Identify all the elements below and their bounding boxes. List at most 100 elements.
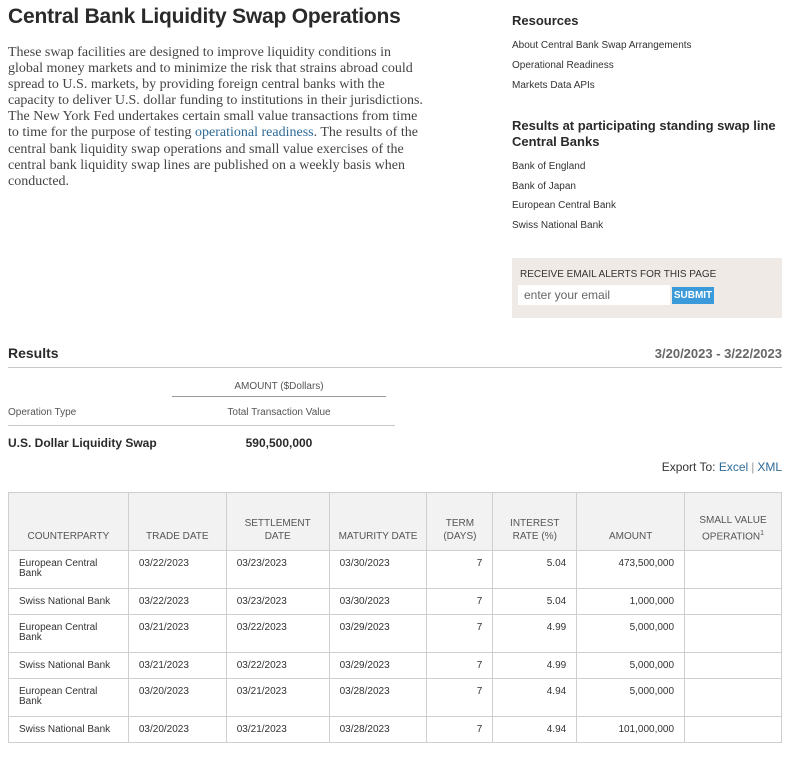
cell-maturity-date: 03/28/2023 — [328, 716, 428, 743]
cell-maturity-date: 03/29/2023 — [328, 652, 428, 679]
cell-interest-rate: 4.94 — [492, 716, 578, 743]
cell-settlement-date: 03/22/2023 — [225, 652, 330, 679]
cell-settlement-date: 03/23/2023 — [225, 550, 330, 589]
cell-term: 7 — [426, 652, 494, 679]
operation-name: U.S. Dollar Liquidity Swap — [8, 436, 157, 450]
total-transaction-value-label: Total Transaction Value — [227, 407, 331, 418]
resource-link-swap-arrangements[interactable]: About Central Bank Swap Arrangements — [512, 40, 692, 51]
email-input[interactable] — [518, 285, 670, 305]
table-header-row: COUNTERPARTY TRADE DATE SETTLEMENT DATE … — [8, 492, 782, 551]
cell-maturity-date: 03/30/2023 — [328, 588, 428, 615]
results-divider — [8, 367, 782, 368]
cell-amount: 1,000,000 — [576, 588, 686, 615]
date-range: 3/20/2023 - 3/22/2023 — [654, 346, 782, 361]
cell-term: 7 — [426, 550, 494, 589]
operations-table: COUNTERPARTY TRADE DATE SETTLEMENT DATE … — [8, 492, 782, 743]
cell-small-value — [684, 550, 782, 589]
export-label: Export To: — [661, 460, 716, 474]
table-row: Swiss National Bank 03/21/2023 03/22/2023 0… — [8, 652, 782, 679]
email-submit-button[interactable]: SUBMIT — [672, 287, 714, 304]
cell-counterparty: European Central Bank — [8, 678, 129, 717]
bank-link-england[interactable]: Bank of England — [512, 161, 586, 172]
col-header-settlement-date: SETTLEMENT DATE — [225, 492, 330, 551]
cell-counterparty: European Central Bank — [8, 614, 129, 653]
participating-banks-title: Results at participating standing swap l… — [512, 118, 776, 149]
table-row: Swiss National Bank 03/20/2023 03/21/2023 0… — [8, 716, 782, 743]
cell-small-value — [684, 716, 782, 743]
email-alert-box: RECEIVE EMAIL ALERTS FOR THIS PAGE SUBMI… — [512, 258, 782, 318]
cell-small-value — [684, 678, 782, 717]
col-header-trade-date: TRADE DATE — [127, 492, 227, 551]
table-body: European Central Bank 03/22/2023 03/23/202… — [8, 550, 782, 743]
intro-text-end: . The results of the central bank liquid… — [8, 125, 418, 189]
col-header-counterparty: COUNTERPARTY — [8, 492, 129, 551]
cell-counterparty: European Central Bank — [8, 550, 129, 589]
cell-interest-rate: 4.99 — [492, 652, 578, 679]
col-header-maturity-date: MATURITY DATE — [328, 492, 428, 551]
intro-paragraph: These swap facilities are designed to im… — [8, 45, 428, 190]
cell-amount: 5,000,000 — [576, 678, 686, 717]
footnote-mark: 1 — [760, 529, 765, 537]
cell-trade-date: 03/21/2023 — [127, 614, 227, 653]
cell-counterparty: Swiss National Bank — [8, 588, 129, 615]
cell-amount: 101,000,000 — [576, 716, 686, 743]
cell-counterparty: Swiss National Bank — [8, 652, 129, 679]
cell-interest-rate: 4.99 — [492, 614, 578, 653]
cell-term: 7 — [426, 716, 494, 743]
col-header-amount: AMOUNT — [576, 492, 686, 551]
cell-counterparty: Swiss National Bank — [8, 716, 129, 743]
amount-header: AMOUNT ($Dollars) — [234, 381, 324, 392]
resources-title: Resources — [512, 13, 579, 28]
summary-divider — [8, 425, 395, 426]
bank-link-ecb[interactable]: European Central Bank — [512, 200, 616, 211]
cell-maturity-date: 03/30/2023 — [328, 550, 428, 589]
cell-term: 7 — [426, 678, 494, 717]
operation-total-value: 590,500,000 — [245, 436, 313, 450]
resource-link-operational-readiness[interactable]: Operational Readiness — [512, 60, 614, 71]
cell-amount: 473,500,000 — [576, 550, 686, 589]
results-heading: Results — [8, 345, 59, 361]
cell-maturity-date: 03/28/2023 — [328, 678, 428, 717]
cell-small-value — [684, 614, 782, 653]
cell-amount: 5,000,000 — [576, 614, 686, 653]
cell-trade-date: 03/21/2023 — [127, 652, 227, 679]
table-row: Swiss National Bank 03/22/2023 03/23/2023 0… — [8, 588, 782, 615]
cell-settlement-date: 03/22/2023 — [225, 614, 330, 653]
cell-trade-date: 03/22/2023 — [127, 550, 227, 589]
col-header-small-value: SMALL VALUE OPERATION1 — [684, 492, 782, 551]
bank-link-japan[interactable]: Bank of Japan — [512, 181, 576, 192]
cell-amount: 5,000,000 — [576, 652, 686, 679]
cell-trade-date: 03/20/2023 — [127, 678, 227, 717]
table-row: European Central Bank 03/22/2023 03/23/202… — [8, 550, 782, 589]
cell-trade-date: 03/22/2023 — [127, 588, 227, 615]
cell-maturity-date: 03/29/2023 — [328, 614, 428, 653]
intro-text: These swap facilities are designed to im… — [8, 45, 423, 141]
operation-type-label: Operation Type — [8, 407, 77, 418]
cell-interest-rate: 5.04 — [492, 550, 578, 589]
table-row: European Central Bank 03/21/2023 03/22/202… — [8, 614, 782, 653]
cell-small-value — [684, 652, 782, 679]
col-header-interest-rate: INTEREST RATE (%) — [492, 492, 578, 551]
export-excel-link[interactable]: Excel — [718, 460, 749, 474]
cell-term: 7 — [426, 614, 494, 653]
cell-trade-date: 03/20/2023 — [127, 716, 227, 743]
cell-settlement-date: 03/23/2023 — [225, 588, 330, 615]
cell-settlement-date: 03/21/2023 — [225, 716, 330, 743]
export-xml-link[interactable]: XML — [757, 460, 782, 474]
export-links: Export To: Excel | XML — [662, 460, 782, 474]
small-value-header-text: SMALL VALUE OPERATION — [699, 514, 767, 542]
table-row: European Central Bank 03/20/2023 03/21/202… — [8, 678, 782, 717]
email-alert-label: RECEIVE EMAIL ALERTS FOR THIS PAGE — [520, 269, 717, 280]
resource-link-markets-data-apis[interactable]: Markets Data APIs — [512, 80, 595, 91]
amount-header-divider — [172, 396, 386, 397]
cell-interest-rate: 4.94 — [492, 678, 578, 717]
operational-readiness-link[interactable]: operational readiness — [195, 125, 314, 141]
page-title: Central Bank Liquidity Swap Operations — [8, 5, 401, 28]
cell-small-value — [684, 588, 782, 615]
export-separator: | — [751, 460, 755, 474]
col-header-term: TERM (DAYS) — [426, 492, 494, 551]
bank-link-snb[interactable]: Swiss National Bank — [512, 220, 604, 231]
cell-interest-rate: 5.04 — [492, 588, 578, 615]
cell-term: 7 — [426, 588, 494, 615]
cell-settlement-date: 03/21/2023 — [225, 678, 330, 717]
